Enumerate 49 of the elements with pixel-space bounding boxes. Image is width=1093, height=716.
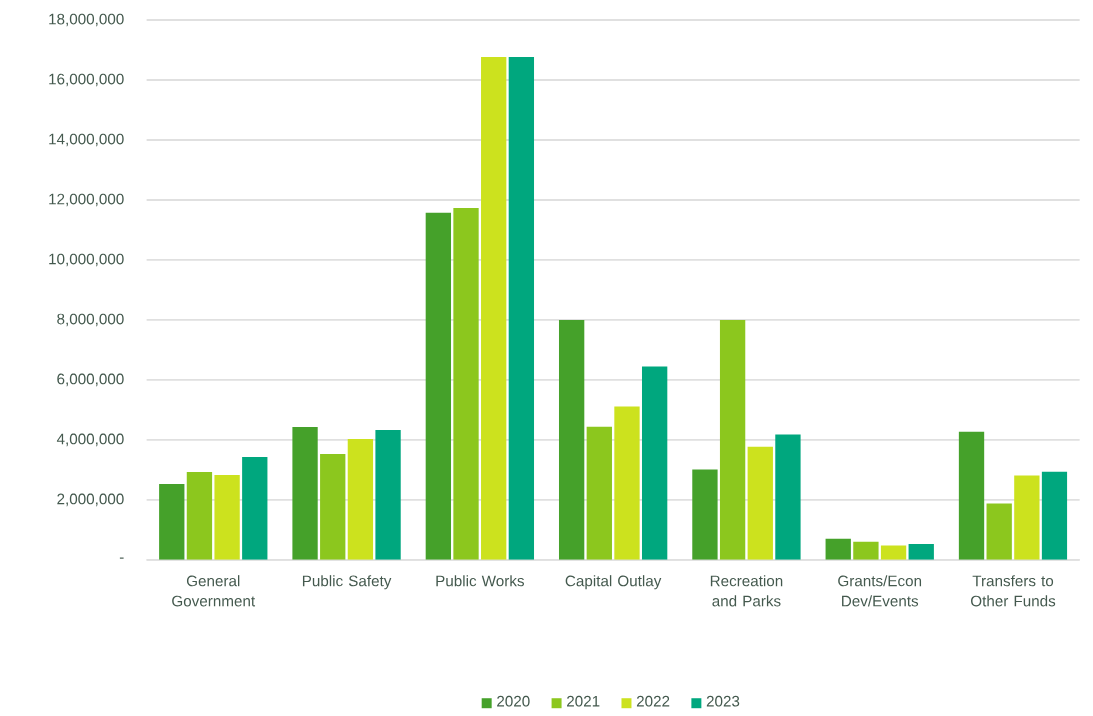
bar xyxy=(375,430,401,560)
x-tick-label: General Government xyxy=(172,575,256,607)
bar xyxy=(880,545,907,560)
bar xyxy=(853,541,879,560)
bar xyxy=(825,538,851,560)
x-tick-label: Grants/Econ Dev/Events xyxy=(838,575,922,607)
y-tick-label: 8,000,000 xyxy=(57,313,124,327)
legend-label: 2023 xyxy=(706,695,740,707)
bar xyxy=(719,320,746,560)
legend-label: 2020 xyxy=(497,695,530,707)
x-tick-label: Capital Outlay xyxy=(565,575,662,590)
legend-label: 2022 xyxy=(636,695,670,707)
x-tick-label: Public Works xyxy=(436,575,524,587)
bar xyxy=(159,484,185,560)
y-tick-label: - xyxy=(119,557,124,559)
legend-label: 2021 xyxy=(567,695,600,707)
bar xyxy=(1014,475,1040,560)
y-tick-label: 4,000,000 xyxy=(56,433,124,447)
bar xyxy=(453,208,479,560)
bar xyxy=(425,212,452,560)
bar xyxy=(775,434,801,560)
y-tick-label: 16,000,000 xyxy=(49,73,124,87)
bar xyxy=(292,427,318,560)
bar xyxy=(1041,471,1068,560)
bar xyxy=(986,503,1012,560)
bar xyxy=(347,439,374,560)
bar xyxy=(641,366,668,560)
y-tick-label: 14,000,000 xyxy=(49,133,124,147)
x-tick-label: Transfers to Other Funds xyxy=(971,575,1056,607)
x-tick-label: Public Safety xyxy=(302,575,392,590)
bar xyxy=(558,320,585,560)
bar xyxy=(186,472,213,560)
bar xyxy=(747,446,773,560)
y-tick-label: 10,000,000 xyxy=(49,253,124,267)
bar xyxy=(908,544,934,560)
x-tick-label: Recreation and Parks xyxy=(710,575,783,607)
y-tick-label: 2,000,000 xyxy=(57,493,124,507)
y-tick-label: 6,000,000 xyxy=(57,373,124,387)
bar xyxy=(692,469,718,560)
bar xyxy=(614,406,640,560)
bar xyxy=(320,454,346,560)
bar xyxy=(242,457,268,560)
bar xyxy=(481,56,507,560)
bar xyxy=(958,431,985,560)
bar xyxy=(508,56,535,560)
y-tick-label: 18,000,000 xyxy=(49,13,124,27)
bar xyxy=(214,475,240,560)
bar xyxy=(586,426,612,560)
y-tick-label: 12,000,000 xyxy=(49,193,124,207)
